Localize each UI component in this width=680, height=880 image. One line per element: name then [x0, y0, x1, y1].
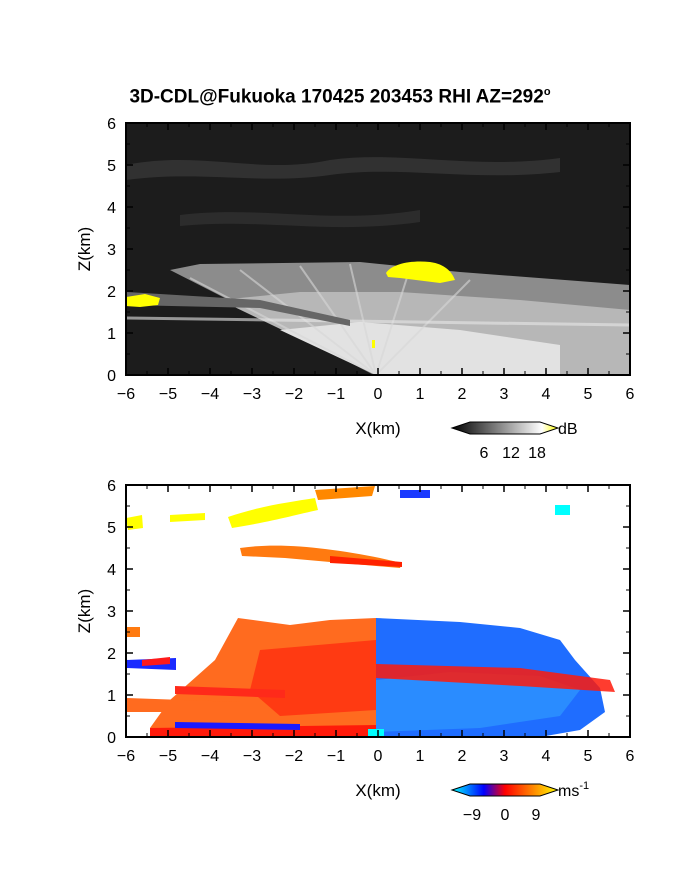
upper-yellow-streak	[170, 513, 205, 522]
x-tick-label: −6	[117, 748, 135, 765]
y-tick-label: 3	[107, 242, 116, 259]
x-tick-label: 0	[374, 748, 383, 765]
reflectivity-axes: −6 −5 −4 −3 −2 −1 0 1 2 3 4 5 6 0 1 2 3 4 5 6	[107, 116, 634, 403]
colorbar-tick-9: 9	[532, 807, 541, 824]
y-tick-label: 1	[107, 688, 116, 705]
reflectivity-panel	[125, 122, 631, 376]
y-tick-label: 4	[107, 562, 116, 579]
y-tick-label: 4	[107, 200, 116, 217]
reflectivity-colorbar-bar	[450, 421, 560, 435]
scan-rays	[189, 263, 471, 376]
velocity-xlabel: X(km)	[355, 781, 400, 800]
left-yellow-patch	[126, 294, 160, 307]
x-tick-label: −5	[159, 748, 177, 765]
y-tick-label: 5	[107, 158, 116, 175]
reflectivity-colorbar: dB 6 12 18	[450, 421, 578, 462]
y-tick-label: 6	[107, 478, 116, 495]
x-tick-label: 6	[626, 386, 635, 403]
x-tick-label: −2	[285, 386, 303, 403]
title-text: 3D-CDL@Fukuoka 170425 203453 RHI AZ=292	[129, 86, 544, 108]
upper-cloud-layer	[126, 157, 560, 180]
upper-yellow-echo	[228, 498, 318, 528]
thin-echo-line	[125, 316, 631, 327]
x-tick-label: 3	[500, 748, 509, 765]
x-tick-label: −3	[243, 748, 261, 765]
x-tick-label: −1	[327, 386, 345, 403]
velocity-ylabel: Z(km)	[75, 589, 94, 633]
x-tick-label: −1	[327, 748, 345, 765]
title-degree-sign: o	[543, 86, 551, 98]
y-tick-label: 5	[107, 520, 116, 537]
y-tick-label: 2	[107, 284, 116, 301]
y-tick-label: 0	[107, 368, 116, 385]
x-tick-label: 1	[416, 748, 425, 765]
x-tick-label: −2	[285, 748, 303, 765]
colorbar-tick-0: 0	[501, 807, 510, 824]
chart-title: 3D-CDL@Fukuoka 170425 203453 RHI AZ=292o	[0, 86, 680, 108]
x-tick-label: 6	[626, 748, 635, 765]
x-tick-label: 4	[542, 386, 551, 403]
upper-cyan-echo	[555, 505, 570, 515]
reflectivity-xlabel: X(km)	[355, 419, 400, 438]
y-tick-label: 1	[107, 326, 116, 343]
left-red-echo	[142, 657, 170, 666]
upper-orange-echo	[315, 486, 375, 500]
x-tick-label: 2	[458, 386, 467, 403]
velocity-colorbar-unit: ms-1	[558, 780, 589, 800]
velocity-colorbar: ms-1 −9 0 9	[450, 780, 589, 824]
velocity-panel	[125, 484, 631, 738]
reflectivity-ylabel: Z(km)	[75, 227, 94, 271]
x-tick-label: −4	[201, 386, 219, 403]
velocity-colorbar-bar	[450, 783, 560, 797]
strong-positive-core	[250, 640, 376, 716]
x-tick-label: 4	[542, 748, 551, 765]
x-tick-label: 2	[458, 748, 467, 765]
x-tick-label: −3	[243, 386, 261, 403]
shear-layer-red	[376, 664, 615, 692]
x-tick-label: −6	[117, 386, 135, 403]
x-tick-label: −4	[201, 748, 219, 765]
x-tick-label: 0	[374, 386, 383, 403]
reflectivity-colorbar-unit: dB	[558, 421, 578, 438]
left-red-band	[175, 686, 285, 698]
radar-site-cyan	[368, 729, 384, 737]
mid-cloud-layer	[180, 210, 420, 228]
x-tick-label: 5	[584, 748, 593, 765]
colorbar-tick-18: 18	[528, 445, 546, 462]
x-tick-label: 5	[584, 386, 593, 403]
x-tick-label: 3	[500, 386, 509, 403]
y-tick-label: 6	[107, 116, 116, 133]
x-tick-label: 1	[416, 386, 425, 403]
light-blue-core	[376, 672, 580, 732]
upper-blue-echo	[400, 490, 430, 498]
left-orange-echo	[126, 698, 240, 712]
cloud-base-yellow-patch	[386, 261, 455, 283]
y-tick-label: 0	[107, 730, 116, 747]
y-tick-label: 2	[107, 646, 116, 663]
colorbar-tick-12: 12	[502, 445, 520, 462]
velocity-axes: −6 −5 −4 −3 −2 −1 0 1 2 3 4 5 6 0 1 2 3 4 5 6	[107, 478, 634, 765]
surface-blue-band	[175, 722, 300, 730]
colorbar-tick-6: 6	[480, 445, 489, 462]
isolated-orange-echo	[126, 627, 140, 637]
left-echo-band	[126, 292, 350, 326]
colorbar-tick-minus9: −9	[463, 807, 481, 824]
x-tick-label: −5	[159, 386, 177, 403]
y-tick-label: 3	[107, 604, 116, 621]
mid-red-echo	[330, 556, 402, 567]
near-radar-yellow	[372, 340, 375, 348]
